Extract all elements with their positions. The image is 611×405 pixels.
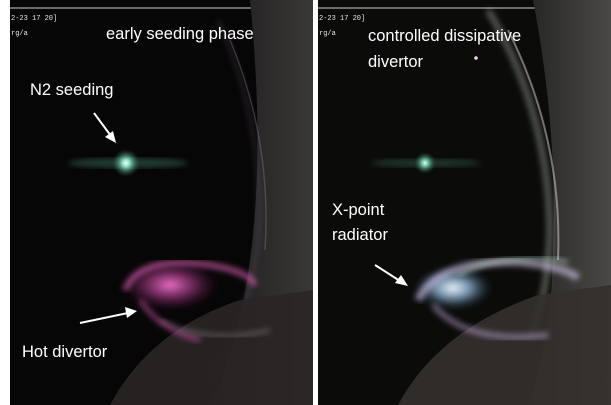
timestamp-right: 2-23 17 20] (319, 15, 366, 23)
timestamp-sub-left: rg/a (11, 30, 28, 38)
panel-title-right-line2: divertor (368, 53, 424, 71)
camera-image-early-seeding: 2-23 17 20] rg/a early seeding phase N2 … (10, 0, 313, 405)
panel-title-left: early seeding phase (106, 25, 254, 43)
timestamp-sub-right: rg/a (319, 30, 336, 38)
plasma-scene-right (318, 0, 611, 405)
label-n2-seeding: N2 seeding (30, 81, 114, 99)
label-x-point: X-point (332, 201, 385, 219)
panel-title-right-line1: controlled dissipative (368, 27, 522, 45)
label-hot-divertor: Hot divertor (22, 343, 108, 361)
timestamp-left: 2-23 17 20] (11, 15, 58, 23)
plasma-scene-left (10, 0, 313, 405)
label-radiator: radiator (332, 226, 388, 244)
camera-image-controlled-dissipative: 2-23 17 20] rg/a controlled dissipative … (318, 0, 611, 405)
